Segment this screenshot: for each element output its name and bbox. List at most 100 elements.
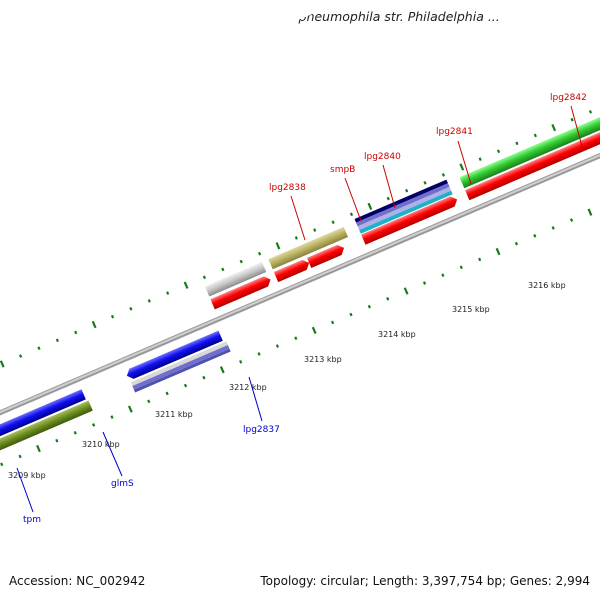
leader-line-tpm <box>16 467 34 513</box>
gene-label-lpg2842[interactable]: lpg2842 <box>550 93 587 103</box>
gene-arrow-lpg2841[interactable] <box>361 194 459 245</box>
gene-arrow-lpg2838[interactable] <box>210 274 272 310</box>
upper-scale-tick <box>129 307 133 311</box>
lower-scale-tick <box>257 352 261 356</box>
lower-scale-tick <box>587 208 593 216</box>
upper-scale-tick <box>459 163 465 171</box>
upper-scale-tick <box>37 346 41 351</box>
lower-scale-tick <box>459 265 463 270</box>
upper-scale-tick <box>221 267 225 272</box>
upper-scale-tick <box>19 354 23 358</box>
gene-arrow-smpB[interactable] <box>273 258 311 283</box>
cog-bar-lpg2841-d <box>359 190 453 234</box>
gene-label-lpg2838[interactable]: lpg2838 <box>269 183 306 193</box>
scale-label: 3215 kbp <box>452 305 490 314</box>
cog-bar-glmS <box>0 400 93 457</box>
lower-scale-tick <box>165 391 169 396</box>
scale-label: 3214 kbp <box>378 330 416 339</box>
lower-scale-tick <box>403 287 409 295</box>
lower-scale-tick <box>533 233 537 238</box>
upper-scale-tick <box>147 299 151 303</box>
lower-scale-tick <box>147 399 151 404</box>
lower-scale-tick <box>219 366 225 374</box>
upper-scale-tick <box>551 123 557 132</box>
scale-label: 3209 kbp <box>8 471 46 480</box>
lower-scale-tick <box>183 383 188 388</box>
lower-scale-tick <box>127 405 133 413</box>
cog-bar-lpg2841-c <box>357 186 452 231</box>
cog-bar-lpg2841-b <box>356 183 450 227</box>
leader-line-lpg2842 <box>570 105 584 151</box>
lower-scale-tick <box>367 304 371 309</box>
upper-scale-tick <box>533 133 537 138</box>
upper-scale-ticks <box>0 110 593 368</box>
gene-label-tpm[interactable]: tpm <box>23 515 41 525</box>
lower-scale-tick <box>386 297 390 301</box>
scale-label: 3216 kbp <box>528 281 566 290</box>
upper-scale-tick <box>515 141 519 146</box>
gene-label-smpB[interactable]: smpB <box>330 165 355 175</box>
topology-label: Topology: circular; Length: 3,397,754 bp… <box>260 574 590 588</box>
gene-labels: lpg2838 smpB lpg2840 lpg2841 lpg2842 lpg2837 g… <box>16 93 587 525</box>
upper-scale-tick <box>0 360 5 368</box>
upper-scale-tick <box>349 212 354 217</box>
leader-line-lpg2838 <box>290 195 306 241</box>
upper-scale-tick <box>588 110 593 114</box>
lower-scale-tick <box>275 344 280 348</box>
cog-bar-lpg2837-c <box>133 348 231 393</box>
gene-arrow-lpg2840[interactable] <box>306 243 346 268</box>
upper-scale-tick <box>386 196 390 201</box>
lower-scale-tick <box>55 438 59 443</box>
gene-label-lpg2837[interactable]: lpg2837 <box>243 425 280 435</box>
cog-bar-smpB <box>268 226 349 270</box>
lower-scale-tick <box>202 375 206 380</box>
upper-scale-tick <box>55 338 59 343</box>
upper-scale-tick <box>367 202 373 211</box>
upper-scale-tick <box>183 281 189 289</box>
cog-bar-lpg2838 <box>204 261 267 297</box>
cog-bar-lpg2837-b <box>132 345 230 390</box>
upper-scale-tick <box>275 242 281 250</box>
upper-scale-tick <box>239 259 243 264</box>
upper-scale-tick <box>405 188 409 193</box>
gene-label-lpg2841[interactable]: lpg2841 <box>436 127 473 137</box>
upper-scale-tick <box>478 157 482 161</box>
gene-arrow-lpg2837[interactable] <box>125 330 223 381</box>
scale-labels: 3209 kbp 3210 kbp 3211 kbp 3212 kbp 3213 kbp… <box>8 281 566 480</box>
lower-scale-tick <box>441 273 445 278</box>
lower-scale-tick <box>0 462 4 467</box>
gene-arrow-lpg2842[interactable] <box>465 109 600 201</box>
upper-scale-tick <box>74 330 78 335</box>
leader-line-lpg2841 <box>457 140 472 185</box>
scale-label: 3212 kbp <box>229 383 267 392</box>
lower-scale-tick <box>495 247 501 256</box>
lower-scale-tick <box>73 430 77 435</box>
upper-scale-tick <box>441 173 446 177</box>
upper-scale-tick <box>496 149 501 154</box>
lower-scale-tick <box>239 360 243 364</box>
upper-scale-tick <box>331 220 335 224</box>
lower-scale-tick <box>478 257 482 262</box>
upper-scale-tick <box>202 275 207 280</box>
cog-bar-lpg2837-a <box>130 341 228 387</box>
upper-scale-tick <box>294 236 298 240</box>
upper-scale-tick <box>110 314 115 319</box>
lower-scale-tick <box>330 320 335 325</box>
lower-scale-tick <box>422 281 427 285</box>
gene-arrow-glmS[interactable] <box>0 389 86 445</box>
leader-line-lpg2840 <box>382 164 396 209</box>
leader-line-glmS <box>102 431 123 477</box>
leader-line-lpg2837 <box>248 376 263 422</box>
scale-label: 3213 kbp <box>304 355 342 364</box>
lower-scale-tick <box>92 423 96 427</box>
lower-scale-tick <box>349 312 353 317</box>
accession-label: Accession: NC_002942 <box>9 574 146 588</box>
gene-label-glmS[interactable]: glmS <box>111 479 134 489</box>
upper-scale-tick <box>423 180 427 185</box>
cog-bar-lpg2841-a <box>354 179 448 223</box>
gene-label-lpg2840[interactable]: lpg2840 <box>364 152 401 162</box>
lower-scale-tick <box>110 415 114 419</box>
lower-scale-tick <box>311 326 317 335</box>
